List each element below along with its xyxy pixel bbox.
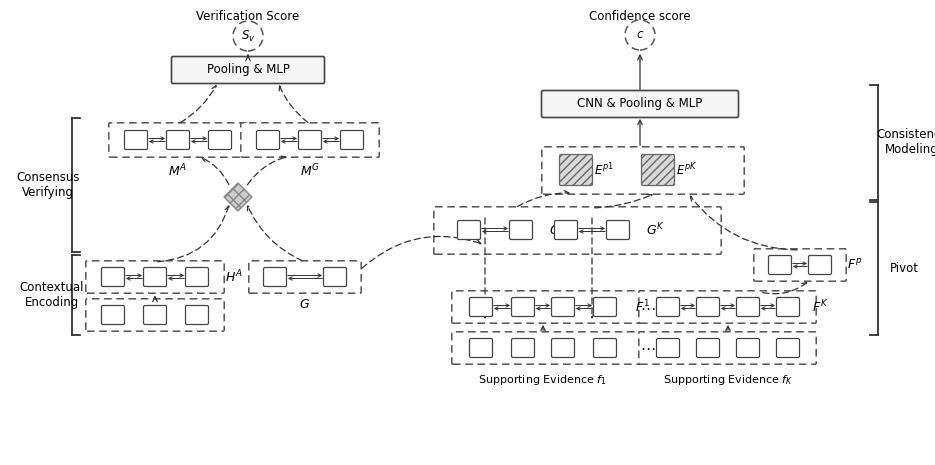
- Text: $E^{p1}$: $E^{p1}$: [594, 162, 614, 178]
- FancyBboxPatch shape: [102, 267, 124, 286]
- FancyBboxPatch shape: [656, 339, 680, 358]
- FancyBboxPatch shape: [298, 131, 322, 150]
- FancyBboxPatch shape: [607, 220, 629, 239]
- FancyBboxPatch shape: [809, 255, 831, 274]
- FancyBboxPatch shape: [143, 306, 166, 325]
- Text: Supporting Evidence $f_1$: Supporting Evidence $f_1$: [479, 373, 608, 387]
- FancyBboxPatch shape: [185, 306, 209, 325]
- FancyBboxPatch shape: [249, 261, 361, 293]
- Circle shape: [625, 20, 655, 50]
- Text: $S_v$: $S_v$: [241, 28, 255, 44]
- Text: $H^A$: $H^A$: [225, 269, 243, 286]
- FancyBboxPatch shape: [171, 57, 324, 84]
- Text: $c$: $c$: [636, 28, 644, 41]
- FancyBboxPatch shape: [102, 306, 124, 325]
- Text: Pivot: Pivot: [889, 261, 918, 274]
- Text: Pooling & MLP: Pooling & MLP: [207, 64, 290, 77]
- FancyBboxPatch shape: [340, 131, 364, 150]
- Text: $\cdots$: $\cdots$: [640, 340, 655, 356]
- FancyBboxPatch shape: [166, 131, 190, 150]
- FancyBboxPatch shape: [697, 298, 720, 317]
- FancyBboxPatch shape: [264, 267, 286, 286]
- Text: Supporting Evidence $f_K$: Supporting Evidence $f_K$: [663, 373, 793, 387]
- FancyBboxPatch shape: [641, 154, 674, 186]
- FancyBboxPatch shape: [552, 339, 574, 358]
- FancyBboxPatch shape: [639, 291, 816, 323]
- Text: $G^K$: $G^K$: [646, 222, 665, 238]
- FancyBboxPatch shape: [511, 339, 535, 358]
- Text: $F^K$: $F^K$: [812, 299, 828, 315]
- Text: Contextual
Encoding: Contextual Encoding: [20, 281, 84, 309]
- Text: Consensus
Verifying: Consensus Verifying: [16, 171, 79, 199]
- FancyBboxPatch shape: [143, 267, 166, 286]
- Text: Consistency
Modeling: Consistency Modeling: [876, 128, 935, 156]
- FancyBboxPatch shape: [434, 207, 721, 254]
- FancyBboxPatch shape: [324, 267, 347, 286]
- Text: $E^{pK}$: $E^{pK}$: [676, 162, 698, 178]
- Text: CNN & Pooling & MLP: CNN & Pooling & MLP: [578, 98, 702, 111]
- FancyBboxPatch shape: [552, 298, 574, 317]
- Text: Confidence score: Confidence score: [589, 10, 691, 23]
- FancyBboxPatch shape: [510, 220, 533, 239]
- FancyBboxPatch shape: [452, 291, 644, 323]
- Text: $G^1$: $G^1$: [549, 222, 567, 238]
- FancyBboxPatch shape: [457, 220, 481, 239]
- FancyBboxPatch shape: [656, 298, 680, 317]
- FancyBboxPatch shape: [442, 214, 548, 246]
- FancyBboxPatch shape: [639, 332, 816, 364]
- Text: $F^1$: $F^1$: [635, 299, 650, 315]
- FancyBboxPatch shape: [737, 339, 759, 358]
- FancyBboxPatch shape: [541, 147, 744, 194]
- FancyBboxPatch shape: [209, 131, 232, 150]
- Text: $G$: $G$: [299, 298, 310, 311]
- FancyBboxPatch shape: [108, 123, 247, 157]
- FancyBboxPatch shape: [769, 255, 792, 274]
- FancyBboxPatch shape: [539, 214, 645, 246]
- Text: $M^G$: $M^G$: [300, 163, 320, 179]
- Text: $F^p$: $F^p$: [847, 258, 862, 272]
- FancyBboxPatch shape: [452, 332, 644, 364]
- FancyBboxPatch shape: [754, 249, 846, 281]
- FancyBboxPatch shape: [559, 154, 593, 186]
- FancyBboxPatch shape: [541, 91, 739, 118]
- FancyBboxPatch shape: [185, 267, 209, 286]
- FancyBboxPatch shape: [469, 339, 493, 358]
- FancyBboxPatch shape: [697, 339, 720, 358]
- Text: Verification Score: Verification Score: [196, 10, 299, 23]
- FancyBboxPatch shape: [86, 261, 224, 293]
- FancyBboxPatch shape: [256, 131, 280, 150]
- FancyBboxPatch shape: [124, 131, 148, 150]
- FancyBboxPatch shape: [511, 298, 535, 317]
- Text: $M^A$: $M^A$: [168, 163, 188, 179]
- Polygon shape: [224, 183, 252, 211]
- FancyBboxPatch shape: [594, 298, 616, 317]
- FancyBboxPatch shape: [737, 298, 759, 317]
- FancyBboxPatch shape: [469, 298, 493, 317]
- FancyBboxPatch shape: [776, 339, 799, 358]
- FancyBboxPatch shape: [594, 339, 616, 358]
- FancyBboxPatch shape: [86, 299, 224, 331]
- FancyBboxPatch shape: [241, 123, 380, 157]
- Circle shape: [233, 21, 263, 51]
- FancyBboxPatch shape: [554, 220, 578, 239]
- FancyBboxPatch shape: [776, 298, 799, 317]
- Text: $\cdots$: $\cdots$: [640, 299, 655, 314]
